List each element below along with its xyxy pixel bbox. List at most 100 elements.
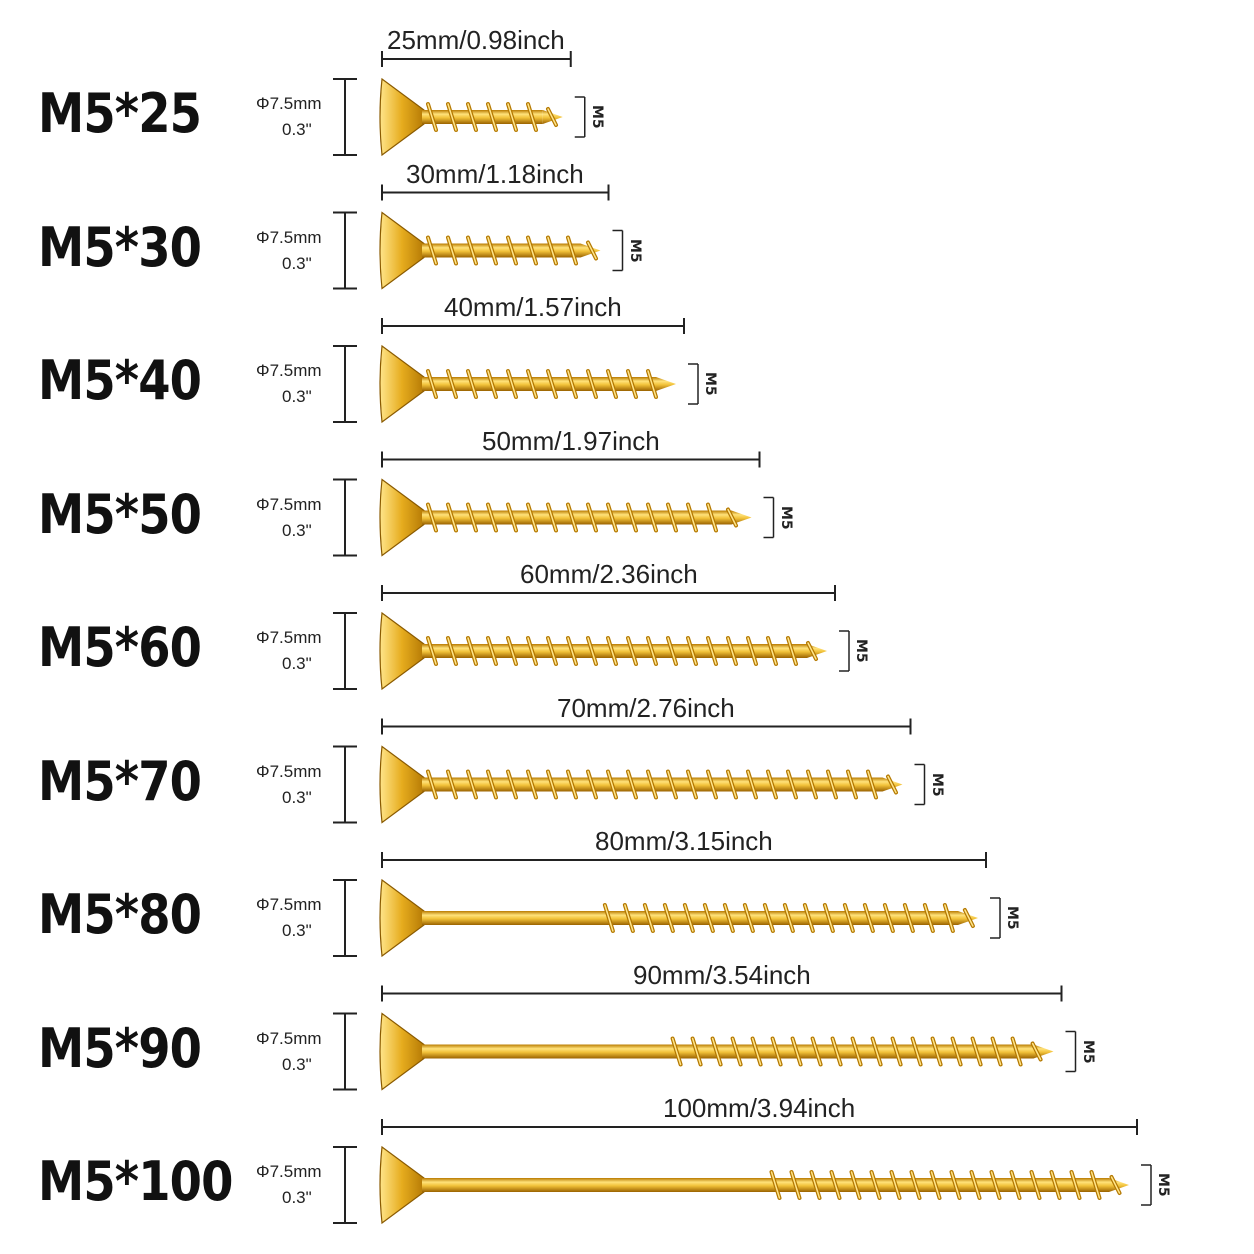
diameter-bracket: [333, 478, 357, 557]
head-diameter-text: Φ7.5mm 0.3": [256, 1026, 322, 1078]
diameter-bracket: [333, 879, 357, 957]
screw-threads: [670, 1036, 1043, 1067]
diameter-mm: Φ7.5mm: [256, 361, 322, 380]
diameter-inch: 0.3": [282, 253, 312, 273]
diameter-inch: 0.3": [282, 654, 312, 673]
thread-diameter-bracket: [612, 229, 624, 272]
length-dimension-line: [381, 1119, 1138, 1135]
screw-4: [333, 451, 775, 557]
length-text: 50mm/1.97inch: [482, 425, 660, 456]
screw-head: [379, 211, 425, 290]
thread-diameter-bracket: [914, 763, 926, 806]
screw-shank: [422, 243, 581, 258]
screw-6: [333, 718, 926, 824]
diameter-inch: 0.3": [282, 1188, 312, 1207]
length-text: 25mm/0.98inch: [387, 25, 565, 55]
diameter-bracket: [333, 1012, 357, 1091]
size-label: M5*60: [38, 616, 202, 679]
length-dimension-line: [381, 318, 685, 334]
screw-head: [379, 611, 425, 691]
screw-1: [333, 51, 586, 157]
diameter-bracket: [333, 345, 357, 423]
diameter-inch: 0.3": [282, 120, 312, 139]
diameter-mm: Φ7.5mm: [256, 895, 322, 914]
head-diameter-text: Φ7.5mm 0.3": [256, 892, 322, 944]
screw-threads: [426, 235, 598, 266]
size-label: M5*40: [38, 349, 202, 412]
size-label: M5*25: [38, 82, 202, 145]
screw-2: [333, 184, 624, 290]
screw-threads: [769, 1170, 1122, 1200]
length-text: 70mm/2.76inch: [557, 692, 735, 723]
length-dimension-line: [381, 985, 1063, 1002]
screw-tip: [731, 510, 752, 525]
diameter-bracket: [333, 1146, 357, 1224]
screw-head: [379, 878, 425, 958]
head-diameter-text: Φ7.5mm 0.3": [256, 492, 322, 544]
diameter-bracket: [333, 612, 357, 690]
screw-8: [333, 985, 1077, 1091]
thread-size-label: M5: [777, 505, 794, 530]
diameter-mm: Φ7.5mm: [256, 227, 322, 247]
diameter-bracket: [333, 211, 357, 290]
size-label: M5*30: [38, 215, 202, 279]
screw-9: [333, 1119, 1152, 1225]
screw-head: [379, 344, 425, 424]
screw-head: [379, 1145, 425, 1225]
screw-threads: [602, 903, 975, 933]
diameter-mm: Φ7.5mm: [256, 628, 322, 647]
diameter-bracket: [333, 78, 357, 156]
diameter-inch: 0.3": [282, 1054, 312, 1074]
head-diameter-text: Φ7.5mm 0.3": [256, 1159, 322, 1211]
screw-head: [379, 478, 425, 557]
screw-shank: [422, 1044, 1034, 1059]
length-text: 90mm/3.54inch: [633, 959, 811, 990]
thread-size-label: M5: [626, 238, 643, 263]
diameter-mm: Φ7.5mm: [256, 1162, 322, 1181]
screw-threads: [426, 636, 818, 666]
head-diameter-text: Φ7.5mm 0.3": [256, 759, 322, 811]
thread-diameter-bracket: [688, 363, 699, 405]
size-label: M5*50: [38, 482, 202, 546]
thread-size-label: M5: [1004, 906, 1020, 930]
thread-diameter-bracket: [1065, 1030, 1077, 1073]
screw-5: [333, 585, 850, 691]
length-text: 80mm/3.15inch: [595, 826, 773, 856]
screw-7: [333, 852, 1001, 958]
length-dimension-line: [381, 451, 761, 468]
thread-size-label: M5: [702, 372, 718, 396]
head-diameter-text: Φ7.5mm 0.3": [256, 91, 322, 143]
head-diameter-text: Φ7.5mm 0.3": [256, 625, 322, 677]
diameter-inch: 0.3": [282, 921, 312, 940]
diameter-inch: 0.3": [282, 787, 312, 807]
screw-threads: [426, 502, 738, 533]
screw-threads: [426, 769, 898, 800]
size-label: M5*70: [38, 749, 202, 813]
length-dimension-line: [381, 184, 610, 201]
length-text: 30mm/1.18inch: [406, 158, 584, 189]
thread-diameter-bracket: [839, 630, 850, 672]
diameter-mm: Φ7.5mm: [256, 94, 322, 113]
screw-shank: [422, 377, 656, 391]
screw-3: [333, 318, 699, 424]
screw-shank: [422, 110, 543, 124]
length-text: 40mm/1.57inch: [444, 292, 622, 322]
screw-head: [379, 1012, 425, 1091]
thread-diameter-bracket: [763, 496, 775, 539]
thread-diameter-bracket: [574, 96, 586, 138]
thread-size-label: M5: [1079, 1039, 1096, 1064]
diameter-mm: Φ7.5mm: [256, 494, 322, 514]
length-dimension-line: [381, 718, 912, 735]
length-dimension-line: [381, 585, 836, 601]
screw-head: [379, 77, 425, 157]
diameter-inch: 0.3": [282, 387, 312, 406]
diameter-inch: 0.3": [282, 520, 312, 540]
length-dimension-line: [381, 51, 572, 67]
length-dimension-line: [381, 852, 987, 868]
size-label: M5*80: [38, 883, 202, 946]
screw-threads: [426, 102, 558, 132]
thread-size-label: M5: [1155, 1173, 1171, 1197]
size-label: M5*100: [38, 1150, 233, 1213]
size-label: M5*90: [38, 1016, 202, 1080]
